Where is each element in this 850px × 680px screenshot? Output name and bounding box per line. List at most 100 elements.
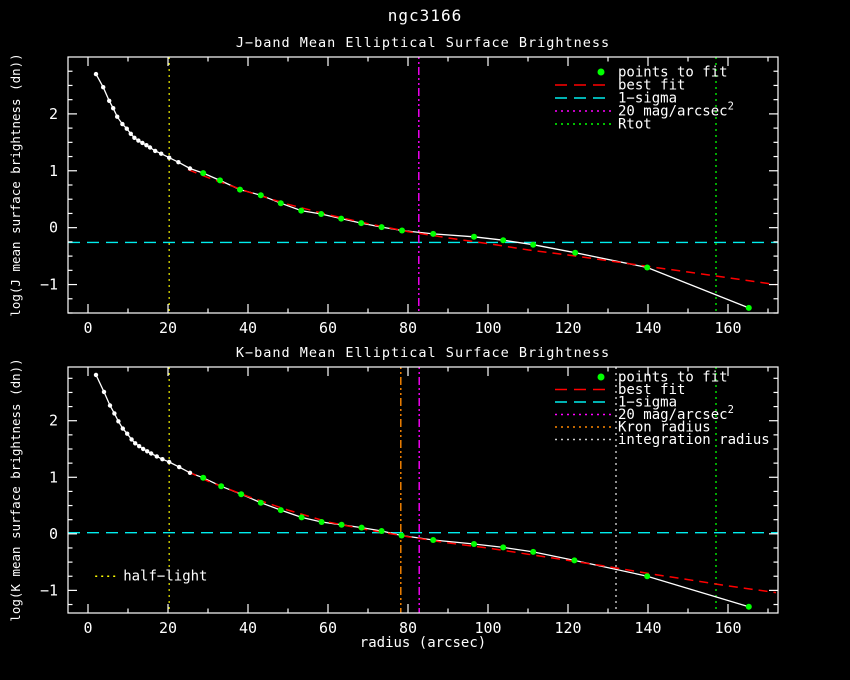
data-point bbox=[112, 411, 117, 416]
series-points-to-fit-markers bbox=[200, 170, 752, 311]
x-tick-label: 120 bbox=[554, 319, 581, 337]
data-point bbox=[149, 451, 154, 456]
data-point bbox=[200, 474, 207, 481]
legend-label: Rtot bbox=[618, 117, 652, 133]
data-point bbox=[398, 532, 405, 539]
data-point bbox=[167, 155, 172, 160]
data-point bbox=[430, 537, 437, 543]
half-light-annotation-label: half−light bbox=[123, 569, 207, 585]
data-point bbox=[160, 457, 165, 462]
legend-label: best fit bbox=[618, 382, 685, 398]
legend-item: points to fit bbox=[597, 370, 728, 386]
page-title: ngc3166 bbox=[387, 6, 463, 25]
series-points-to-fit-markers bbox=[200, 474, 752, 610]
legend-label: points to fit bbox=[618, 65, 728, 81]
data-point bbox=[107, 98, 112, 104]
legend-label: 1−sigma bbox=[618, 91, 677, 107]
data-point bbox=[145, 449, 150, 454]
plot-border bbox=[67, 366, 779, 614]
data-point bbox=[187, 470, 193, 475]
y-tick-label: −1 bbox=[40, 581, 58, 599]
x-tick-label: 80 bbox=[399, 319, 417, 337]
data-point bbox=[101, 85, 106, 90]
x-tick-label: 40 bbox=[239, 619, 257, 637]
x-tick-label: 0 bbox=[83, 619, 92, 637]
data-point bbox=[217, 177, 223, 184]
data-point bbox=[154, 454, 159, 459]
data-point bbox=[141, 446, 146, 452]
data-point bbox=[399, 227, 405, 234]
data-point bbox=[111, 106, 116, 111]
series-best-fit-line bbox=[187, 168, 777, 286]
data-point bbox=[137, 444, 142, 449]
data-point bbox=[238, 491, 245, 498]
data-point bbox=[338, 521, 345, 528]
data-point bbox=[133, 441, 138, 446]
x-tick-label: 140 bbox=[634, 319, 661, 337]
data-point bbox=[167, 459, 172, 465]
data-point bbox=[124, 126, 129, 131]
panel-title: K−band Mean Elliptical Surface Brightnes… bbox=[236, 345, 610, 361]
legend-item: Rtot bbox=[555, 117, 652, 133]
data-point bbox=[115, 114, 120, 119]
data-point bbox=[136, 138, 141, 143]
data-point bbox=[147, 145, 153, 150]
series-measured-inner-markers bbox=[93, 372, 193, 475]
data-point bbox=[107, 403, 113, 408]
data-point bbox=[177, 464, 182, 470]
data-point bbox=[571, 557, 578, 564]
data-point bbox=[338, 215, 345, 222]
x-tick-label: 60 bbox=[319, 319, 337, 337]
data-point bbox=[471, 233, 477, 240]
data-point bbox=[218, 483, 225, 490]
data-point bbox=[116, 419, 121, 424]
data-point bbox=[237, 186, 243, 193]
y-axis-label: log(J mean surface brightness (dn)) bbox=[8, 53, 23, 316]
data-point bbox=[298, 514, 305, 521]
data-point bbox=[187, 166, 193, 171]
data-point bbox=[93, 71, 99, 77]
data-point bbox=[120, 121, 125, 127]
data-point bbox=[500, 544, 507, 551]
panel-kband: 0 20 40 60 80 100 120 140 160 −1 0 1 2 K−band Mean El… bbox=[8, 345, 779, 651]
data-point bbox=[140, 140, 145, 146]
x-tick-label: 40 bbox=[239, 319, 257, 337]
legend-swatch-dot bbox=[597, 373, 605, 381]
x-tick-label: 100 bbox=[474, 619, 501, 637]
legend-label: 20 mag/arcsec2 bbox=[618, 404, 734, 423]
legend-item: integration radius bbox=[555, 432, 770, 448]
panel-jband: 0 20 40 60 80 100 120 140 160 −1 0 1 2 J−band Mean El… bbox=[8, 35, 779, 337]
y-tick-label: 0 bbox=[49, 219, 58, 237]
data-point bbox=[176, 160, 181, 165]
legend-item: Kron radius bbox=[555, 420, 711, 436]
data-point bbox=[378, 224, 385, 231]
data-point bbox=[378, 528, 385, 534]
data-point bbox=[159, 151, 164, 156]
legend-item: best fit bbox=[555, 78, 685, 94]
data-point bbox=[257, 499, 264, 506]
data-point bbox=[200, 170, 207, 177]
data-point bbox=[125, 431, 130, 436]
data-point bbox=[277, 200, 284, 207]
data-point bbox=[745, 603, 752, 610]
legend-label: points to fit bbox=[618, 370, 728, 386]
series-best-fit-line bbox=[187, 470, 777, 594]
data-point bbox=[120, 426, 126, 431]
legend-item: best fit bbox=[555, 382, 685, 398]
y-axis-label: log(K mean surface brightness (dn)) bbox=[8, 358, 23, 621]
x-tick-label: 140 bbox=[634, 619, 661, 637]
legend-item: 20 mag/arcsec2 bbox=[555, 101, 734, 120]
data-point bbox=[745, 304, 752, 311]
y-tick-label: 2 bbox=[49, 105, 58, 123]
data-point bbox=[128, 131, 133, 136]
data-point bbox=[358, 524, 365, 531]
data-point bbox=[144, 143, 149, 148]
legend-item: 20 mag/arcsec2 bbox=[555, 404, 734, 423]
panel-title: J−band Mean Elliptical Surface Brightnes… bbox=[236, 35, 610, 51]
data-point bbox=[530, 241, 537, 248]
data-point bbox=[101, 389, 107, 395]
y-tick-label: 0 bbox=[49, 525, 58, 543]
legend-item: points to fit bbox=[597, 65, 728, 81]
x-tick-label: 100 bbox=[474, 319, 501, 337]
